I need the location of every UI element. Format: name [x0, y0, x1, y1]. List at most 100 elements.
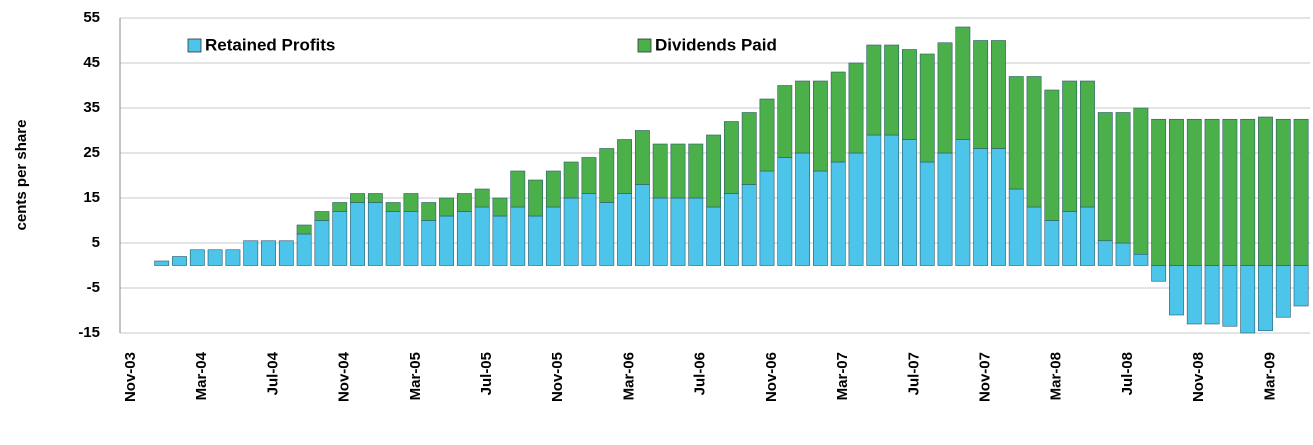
- bar-segment: [706, 134, 722, 208]
- bar-segment: [385, 202, 401, 212]
- bar-segment: [225, 249, 241, 266]
- bar-segment: [670, 197, 686, 266]
- bar-segment: [599, 148, 615, 203]
- bar-segment: [581, 193, 597, 266]
- bar-segment: [848, 152, 864, 266]
- bar-segment: [1133, 107, 1149, 255]
- bar-segment: [634, 184, 650, 266]
- bar-segment: [1044, 89, 1060, 221]
- bar-segment: [723, 121, 739, 194]
- x-tick-label: Mar-08: [1048, 352, 1065, 400]
- bar-segment: [706, 206, 722, 266]
- bar-segment: [172, 256, 187, 266]
- x-tick-label: Mar-05: [407, 352, 424, 400]
- bar-segment: [1240, 265, 1256, 334]
- bar-segment: [830, 71, 846, 163]
- legend-label: Retained Profits: [205, 35, 335, 54]
- bar-segment: [955, 26, 971, 140]
- bar-segment: [456, 193, 472, 212]
- bar-segment: [403, 193, 419, 212]
- y-tick-label: 45: [83, 54, 100, 71]
- legend: Retained Profits Dividends Paid: [187, 35, 777, 54]
- bar-segment: [367, 202, 383, 266]
- bar-segment: [332, 211, 348, 266]
- bar-segment: [243, 240, 259, 266]
- bar-segment: [848, 62, 864, 154]
- bar-segment: [741, 184, 757, 266]
- bar-segment: [919, 161, 935, 266]
- bar-segment: [367, 193, 383, 203]
- bar-segment: [1275, 118, 1291, 266]
- bar-segment: [902, 139, 917, 266]
- bar-segment: [884, 134, 900, 266]
- bar-segment: [528, 215, 543, 266]
- bar-segment: [688, 143, 704, 199]
- bar-segment: [1240, 118, 1256, 266]
- bar-segment: [1026, 76, 1042, 208]
- bar-segment: [207, 249, 223, 266]
- bar-segment: [1186, 118, 1202, 266]
- bar-segment: [1097, 240, 1113, 266]
- bar-segment: [599, 202, 615, 266]
- bar-segment: [492, 197, 508, 217]
- x-tick-label: Nov-04: [336, 351, 353, 402]
- bar-segment: [955, 139, 971, 266]
- x-tick-label: Jul-04: [264, 351, 281, 395]
- bar-segment: [296, 233, 312, 266]
- bar-segment: [581, 157, 597, 194]
- bar-segment: [1026, 206, 1042, 266]
- bar-segment: [937, 152, 953, 266]
- bar-segment: [528, 179, 543, 217]
- bar-segment: [1293, 118, 1309, 266]
- bar-segment: [1151, 118, 1167, 266]
- bar-segment: [510, 170, 526, 208]
- y-tick-label: 15: [83, 189, 100, 206]
- bar-segment: [973, 40, 989, 149]
- bar-segment: [1044, 220, 1060, 266]
- bar-segment: [421, 220, 437, 266]
- y-tick-label: -5: [87, 279, 100, 296]
- bar-segment: [563, 197, 579, 266]
- x-tick-label: Mar-06: [620, 352, 637, 400]
- bar-segment: [1186, 265, 1202, 325]
- bar-segment: [545, 170, 561, 208]
- bar-segment: [723, 193, 739, 266]
- bar-segment: [1204, 118, 1220, 266]
- bar-segment: [991, 40, 1006, 149]
- bar-segment: [741, 112, 757, 185]
- y-tick-label: 5: [92, 234, 100, 251]
- bar-segment: [1293, 265, 1309, 307]
- bar-segment: [350, 202, 365, 266]
- x-tick-label: Mar-09: [1261, 352, 1278, 400]
- bar-segment: [1258, 116, 1273, 266]
- bar-segment: [884, 44, 900, 136]
- bar-segment: [439, 197, 454, 217]
- bar-segment: [937, 42, 953, 154]
- x-tick-label: Mar-07: [834, 352, 851, 400]
- bar-segment: [759, 170, 775, 266]
- bar-segment: [456, 211, 472, 266]
- bar-segment: [902, 49, 917, 140]
- bar-segment: [1115, 112, 1131, 244]
- x-tick-label: Jul-08: [1119, 352, 1136, 395]
- bar-segment: [296, 224, 312, 235]
- bar-segment: [617, 139, 633, 194]
- y-tick-label: 35: [83, 99, 100, 116]
- legend-swatch: [637, 38, 652, 53]
- y-tick-label: 55: [83, 9, 100, 26]
- bar-segment: [1008, 76, 1024, 190]
- bar-segment: [795, 152, 811, 266]
- x-tick-label: Jul-06: [692, 352, 709, 395]
- bar-segment: [314, 220, 330, 266]
- bar-segment: [261, 240, 276, 266]
- bar-segment: [991, 148, 1006, 266]
- bar-segment: [617, 193, 633, 266]
- x-tick-label: Jul-07: [905, 352, 922, 395]
- bar-segment: [1275, 265, 1291, 318]
- bar-segment: [403, 211, 419, 266]
- bar-segment: [919, 53, 935, 163]
- bar-segment: [1080, 206, 1095, 266]
- bar-segment: [350, 193, 365, 203]
- bar-segment: [1222, 265, 1238, 327]
